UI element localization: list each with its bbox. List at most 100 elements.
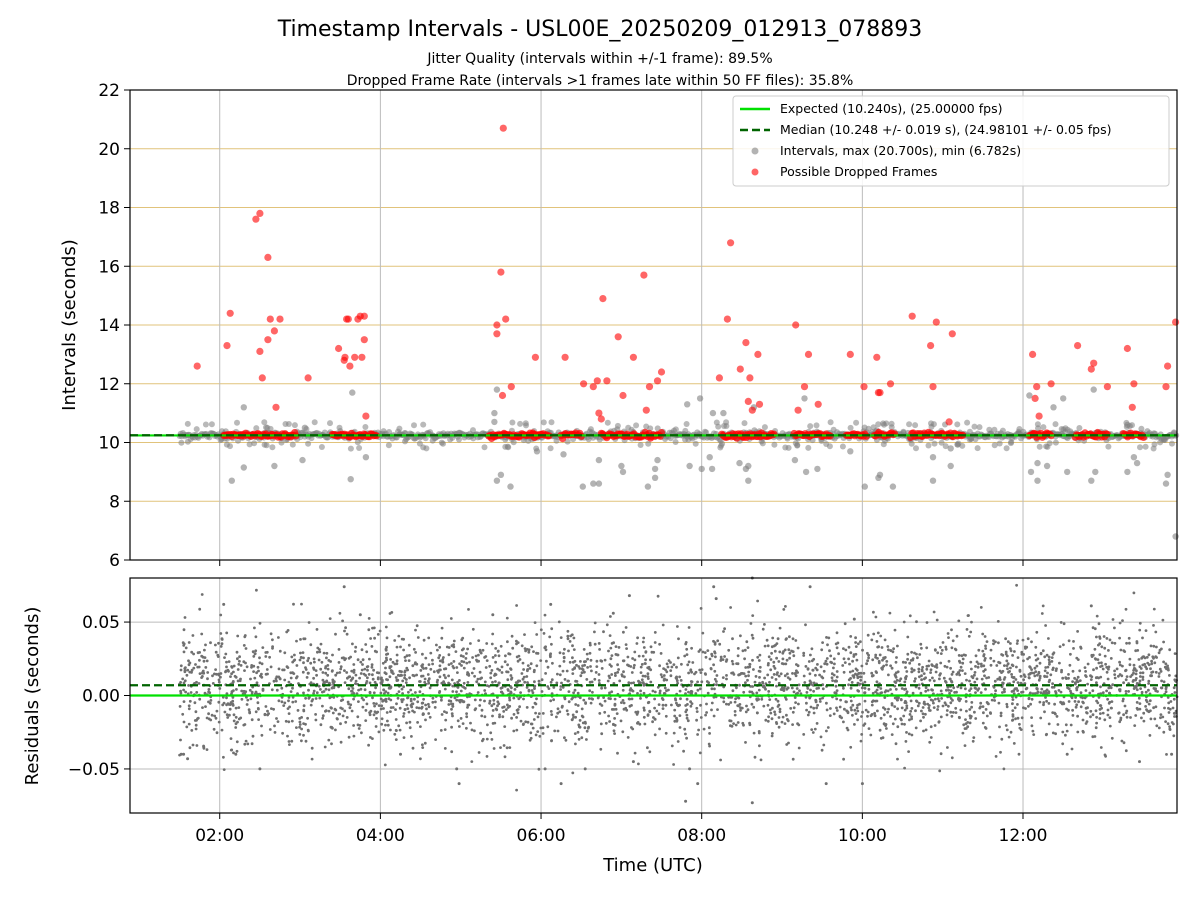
residual-point [205, 748, 209, 751]
dropped-frame-point [493, 330, 501, 338]
residual-point [471, 656, 474, 659]
dropped-frame-point [589, 383, 597, 391]
residual-point [349, 679, 353, 682]
residual-point [540, 690, 544, 693]
residual-point [402, 685, 405, 689]
interval-outlier-point [889, 483, 897, 490]
residual-point [552, 686, 556, 689]
residual-point [661, 623, 665, 627]
dropped-frame-point [657, 368, 666, 376]
residual-point [1011, 709, 1015, 712]
residual-point [830, 676, 834, 680]
residual-point [887, 673, 890, 677]
residual-point [1138, 702, 1142, 705]
residual-point [1095, 614, 1099, 618]
residual-point [583, 726, 587, 730]
residual-point [954, 711, 958, 714]
residual-point [400, 674, 403, 677]
interval-point [805, 444, 812, 451]
residual-point [992, 659, 996, 663]
residual-point [713, 669, 717, 673]
residual-point [299, 651, 302, 655]
residual-point [571, 672, 575, 675]
residual-point [347, 656, 351, 660]
residual-point [736, 647, 740, 650]
residual-point [989, 712, 992, 715]
residual-point [527, 689, 531, 693]
interval-point [261, 441, 268, 448]
residual-point [806, 687, 810, 690]
residual-point [777, 716, 781, 719]
residual-point [749, 622, 753, 625]
residual-point [587, 697, 591, 700]
residual-point [825, 708, 829, 712]
residual-point [530, 689, 534, 692]
residual-point [405, 654, 409, 658]
interval-outlier-point [533, 448, 541, 455]
interval-outlier-point [720, 409, 727, 417]
residual-point [465, 715, 469, 719]
dropped-frame-point [502, 315, 510, 323]
interval-point [900, 428, 907, 435]
residual-point [1090, 653, 1094, 657]
residual-point [722, 700, 726, 704]
residual-point [1167, 711, 1171, 714]
residual-point [509, 691, 513, 695]
residual-point [240, 697, 244, 701]
residual-point [1111, 618, 1115, 621]
residual-point [887, 707, 890, 711]
residual-point [1139, 675, 1142, 678]
residual-point [851, 703, 855, 707]
residual-point [958, 661, 962, 664]
residual-point [237, 706, 241, 709]
residual-point [348, 706, 352, 710]
residual-point [1067, 687, 1071, 691]
residual-point [893, 628, 897, 632]
residual-point [1135, 640, 1139, 643]
residual-point [878, 653, 882, 657]
residual-point [880, 691, 884, 694]
residual-point [522, 675, 526, 679]
residual-point [1173, 691, 1177, 694]
dropped-frame-point [362, 412, 370, 420]
residual-point [1039, 716, 1043, 720]
residual-point [228, 707, 232, 711]
residual-point [438, 659, 442, 663]
residual-point [352, 724, 355, 727]
residual-point [307, 621, 311, 624]
residual-point [705, 711, 708, 714]
dropped-frame-point [932, 318, 940, 326]
interval-point [208, 421, 215, 428]
residual-point [751, 658, 754, 662]
interval-point [971, 423, 978, 430]
residual-point [194, 727, 198, 731]
residual-point [917, 686, 921, 690]
residual-point [302, 691, 305, 695]
residual-point [950, 756, 954, 760]
residual-point [595, 665, 599, 668]
residual-point [182, 681, 186, 685]
interval-point [925, 442, 932, 449]
residual-point [191, 634, 195, 637]
intervals-y-tick-label: 20 [98, 140, 120, 160]
residual-point [904, 666, 907, 669]
residual-point [1075, 688, 1079, 692]
residual-point [509, 674, 513, 677]
residual-point [883, 696, 887, 699]
residual-point [179, 664, 183, 668]
residual-point [1157, 672, 1161, 675]
residual-point [1161, 618, 1165, 622]
residual-point [377, 704, 381, 707]
residual-point [431, 662, 434, 666]
residual-point [470, 760, 474, 763]
residual-point [896, 644, 899, 648]
residual-point [1127, 636, 1131, 640]
residual-point [896, 757, 899, 761]
residual-point [294, 700, 298, 703]
residual-point [1002, 767, 1006, 771]
residual-point [192, 666, 196, 670]
residual-point [649, 680, 653, 684]
intervals-y-tick-label: 16 [98, 257, 120, 277]
residual-point [179, 738, 182, 742]
residual-point [910, 707, 914, 710]
